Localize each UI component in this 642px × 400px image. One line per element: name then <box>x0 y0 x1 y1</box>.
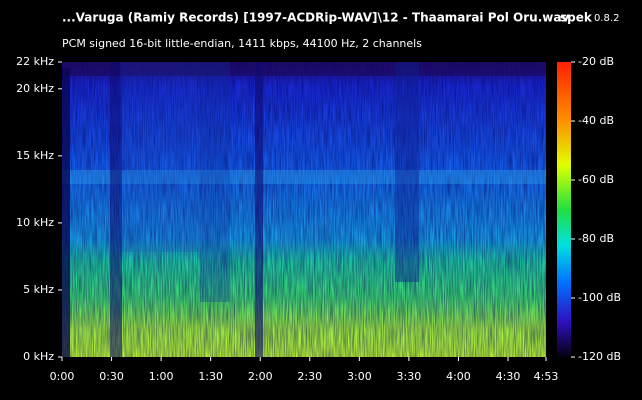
y-tick-label: 10 kHz <box>16 216 54 229</box>
colorbar-tick-label: -80 dB <box>578 232 614 245</box>
x-tick-label: 0:30 <box>99 370 124 383</box>
app-name: spek <box>560 11 593 25</box>
x-tick-label: 4:30 <box>496 370 521 383</box>
x-tick-label: 4:00 <box>446 370 471 383</box>
x-tick-label: 1:30 <box>198 370 223 383</box>
colorbar-tick-label: -100 dB <box>578 291 621 304</box>
colorbar-tick-label: -120 dB <box>578 350 621 363</box>
x-tick-label: 4:53 <box>534 370 559 383</box>
colorbar-tick-label: -60 dB <box>578 173 614 186</box>
y-tick-label: 22 kHz <box>16 55 54 68</box>
color-bar <box>557 62 571 357</box>
y-tick-label: 20 kHz <box>16 82 54 95</box>
x-tick-label: 2:30 <box>297 370 322 383</box>
x-tick-label: 1:00 <box>149 370 174 383</box>
subtitle: PCM signed 16-bit little-endian, 1411 kb… <box>62 37 422 50</box>
x-tick-label: 3:30 <box>397 370 422 383</box>
y-tick-label: 0 kHz <box>23 350 54 363</box>
app-version: 0.8.2 <box>594 13 619 24</box>
colorbar-tick-label: -20 dB <box>578 55 614 68</box>
file-title: ...Varuga (Ramiy Records) [1997-ACDRip-W… <box>62 11 569 25</box>
x-tick-label: 2:00 <box>248 370 273 383</box>
x-tick-label: 3:00 <box>347 370 372 383</box>
spectrogram <box>62 62 546 357</box>
y-tick-label: 15 kHz <box>16 149 54 162</box>
y-tick-label: 5 kHz <box>23 283 54 296</box>
x-tick-label: 0:00 <box>50 370 75 383</box>
colorbar-tick-label: -40 dB <box>578 114 614 127</box>
